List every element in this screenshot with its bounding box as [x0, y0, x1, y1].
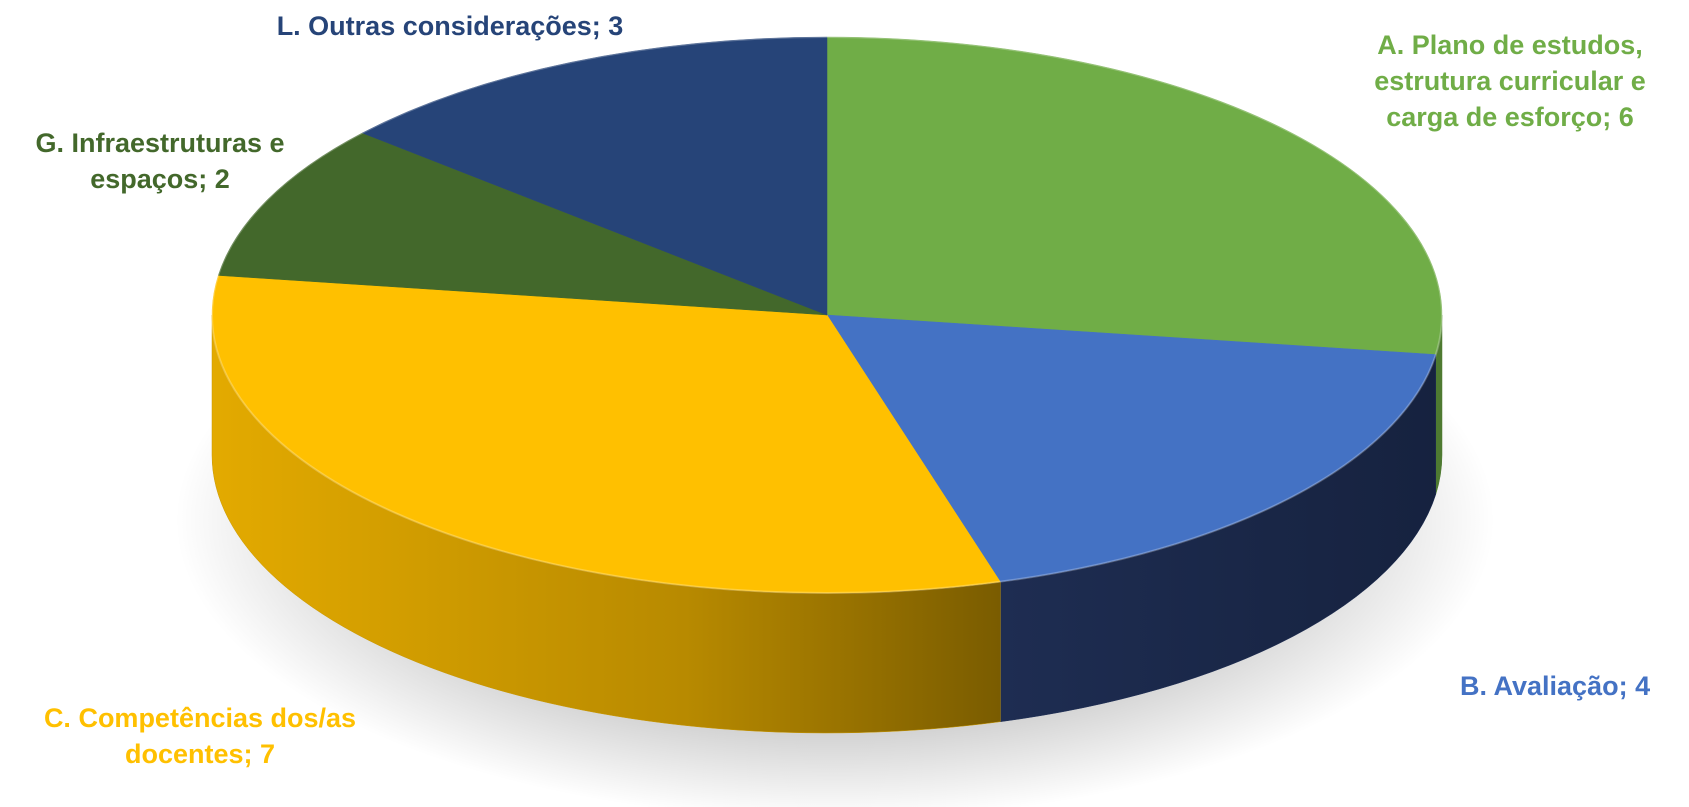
slice-label-g: G. Infraestruturas e espaços; 2 [35, 128, 285, 194]
pie-slice-b [826, 314, 1437, 583]
pie-slice-a [826, 36, 1443, 355]
pie-tops [211, 36, 1443, 594]
slice-label-l: L. Outras considerações; 3 [276, 11, 624, 41]
slice-label-b: B. Avaliação; 4 [1460, 671, 1651, 701]
pie-rim [211, 36, 1443, 594]
pie-slice-l [361, 36, 828, 316]
pie-slice-g [217, 132, 828, 316]
slice-label-c: C. Competências dos/as docentes; 7 [43, 703, 357, 769]
slice-label-a: A. Plano de estudos, estrutura curricula… [1374, 30, 1646, 132]
pie-slice-c [211, 275, 1001, 594]
